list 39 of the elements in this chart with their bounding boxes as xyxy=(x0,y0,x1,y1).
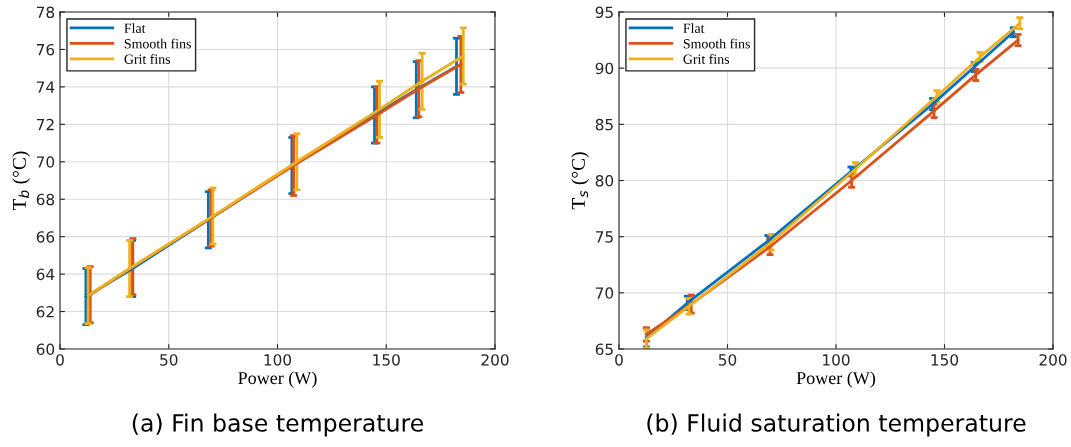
legend-label: Flat xyxy=(683,23,705,33)
y-tick-label: 66 xyxy=(36,231,55,243)
text: (b) Fluid saturation temperature xyxy=(647,413,1026,437)
x-tick-label: 200 xyxy=(481,354,509,366)
y-tick-label: 70 xyxy=(36,156,55,168)
y-tick-label: 62 xyxy=(36,306,54,318)
x-tick-label: 100 xyxy=(823,354,850,366)
legend-label: Smooth fins xyxy=(124,38,191,49)
y-tick-label: 60 xyxy=(36,343,55,356)
legend-label: Grit fins xyxy=(683,53,730,64)
y-tick-label: 75 xyxy=(595,231,613,243)
y-tick-label: 70 xyxy=(595,287,614,299)
x-tick-label: 100 xyxy=(264,354,292,366)
x-tick-label: 150 xyxy=(931,354,959,366)
y-axis-title: T$_{b}$ (°C) xyxy=(12,151,30,211)
y-tick-label: 78 xyxy=(36,6,55,19)
y-tick-label: 72 xyxy=(36,118,54,131)
y-tick-label: 90 xyxy=(595,62,614,75)
y-tick-label: 95 xyxy=(595,6,613,19)
x-axis-title: Power (W) xyxy=(796,371,876,388)
legend-label: Smooth fins xyxy=(683,38,750,49)
y-tick-label: 85 xyxy=(595,118,613,131)
x-tick-label: 50 xyxy=(718,354,737,366)
text: (a) Fin base temperature xyxy=(132,413,423,437)
x-tick-label: 0 xyxy=(56,354,64,366)
x-tick-label: 150 xyxy=(373,354,400,366)
y-tick-label: 65 xyxy=(595,343,613,356)
y-tick-label: 80 xyxy=(595,174,614,187)
legend-label: Grit fins xyxy=(124,53,171,64)
y-tick-label: 74 xyxy=(36,81,55,93)
y-tick-label: 68 xyxy=(36,193,55,206)
y-tick-label: 76 xyxy=(36,43,55,56)
legend-label: Flat xyxy=(124,23,146,33)
x-axis-title: Power (W) xyxy=(238,371,317,388)
y-tick-label: 64 xyxy=(36,268,55,281)
x-tick-label: 200 xyxy=(1039,354,1067,366)
x-tick-label: 50 xyxy=(160,354,178,366)
x-tick-label: 0 xyxy=(615,354,623,366)
y-axis-title: T$_{s}$ (°C) xyxy=(571,152,589,210)
